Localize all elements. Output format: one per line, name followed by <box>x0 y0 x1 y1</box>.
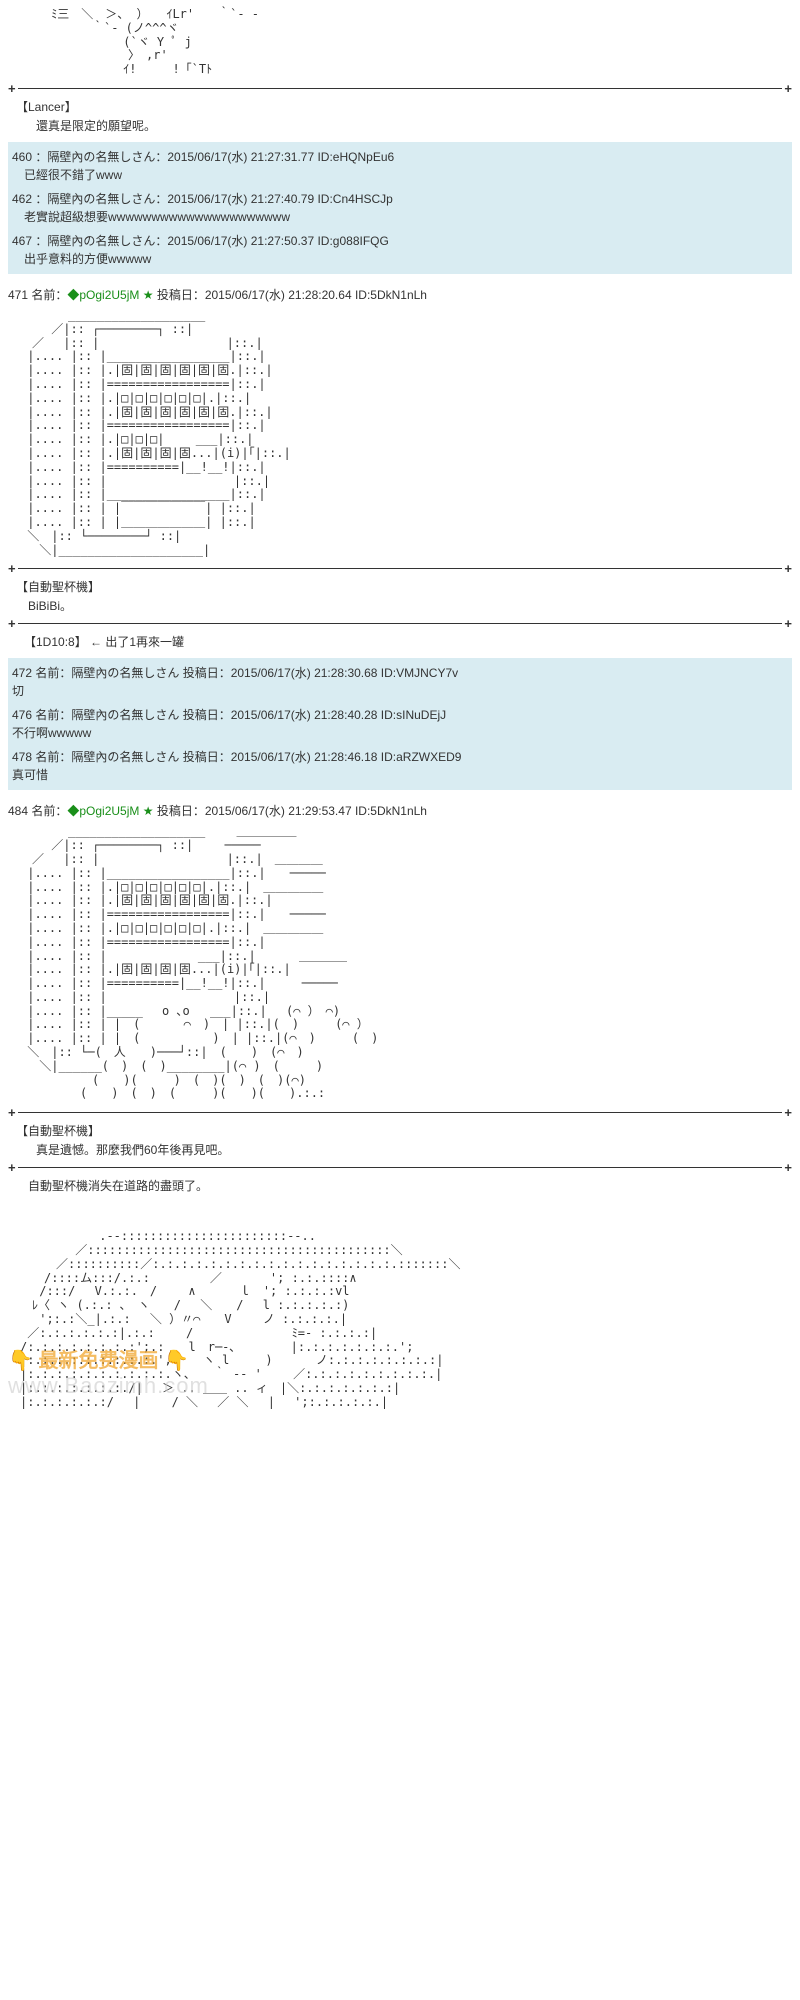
post-header: 471 名前：◆pOgi2U5jM ★ 投稿日：2015/06/17(水) 21… <box>8 286 792 303</box>
comment-header: 467 ：隔壁內の名無しさん：2015/06/17(水) 21:27:50.37… <box>12 232 788 250</box>
divider: ++ <box>8 1105 792 1120</box>
comment-body: 出乎意料的方便wwwww <box>12 250 788 268</box>
speaker-label: 【Lancer】 <box>16 98 792 115</box>
comment-block: 460 ：隔壁內の名無しさん：2015/06/17(水) 21:27:31.77… <box>8 142 792 274</box>
speaker-label: 【自動聖杯機】 <box>16 578 792 595</box>
post-meta: 投稿日：2015/06/17(水) 21:28:20.64 ID:5DkN1nL… <box>154 288 427 302</box>
divider: ++ <box>8 81 792 96</box>
comment-body: 已經很不錯了www <box>12 166 788 184</box>
comment-header: 478 名前：隔壁內の名無しさん 投稿日：2015/06/17(水) 21:28… <box>12 748 788 766</box>
post-meta: 投稿日：2015/06/17(水) 21:29:53.47 ID:5DkN1nL… <box>154 804 427 818</box>
comment-header: 472 名前：隔壁內の名無しさん 投稿日：2015/06/17(水) 21:28… <box>12 664 788 682</box>
comment: 462 ：隔壁內の名無しさん：2015/06/17(水) 21:27:40.79… <box>12 190 788 226</box>
dice-roll: 【1D10:8】 ← 出了1再來一罐 <box>16 633 792 650</box>
post-number: 471 名前： <box>8 288 67 302</box>
tripcode: ◆pOgi2U5jM <box>67 804 139 818</box>
comment-block: 472 名前：隔壁內の名無しさん 投稿日：2015/06/17(水) 21:28… <box>8 658 792 790</box>
comment: 472 名前：隔壁內の名無しさん 投稿日：2015/06/17(水) 21:28… <box>12 664 788 700</box>
ascii-art-vending-machine-smoke: ___________________ ＿＿＿＿＿ ／|:: ┌────────… <box>8 825 792 1101</box>
divider: ++ <box>8 1160 792 1175</box>
divider: ++ <box>8 561 792 576</box>
comment-header: 476 名前：隔壁內の名無しさん 投稿日：2015/06/17(水) 21:28… <box>12 706 788 724</box>
comment-body: 老實說超級想要wwwwwwwwwwwwwwwwwwwww <box>12 208 788 226</box>
post-header: 484 名前：◆pOgi2U5jM ★ 投稿日：2015/06/17(水) 21… <box>8 802 792 819</box>
star-icon: ★ <box>143 804 154 818</box>
narration-line: 自動聖杯機消失在道路的盡頭了。 <box>16 1177 792 1194</box>
comment-body: 不行啊wwwww <box>12 724 788 742</box>
star-icon: ★ <box>143 288 154 302</box>
comment: 460 ：隔壁內の名無しさん：2015/06/17(水) 21:27:31.77… <box>12 148 788 184</box>
dialogue-line: 真是遺憾。那麼我們60年後再見吧。 <box>16 1141 792 1158</box>
comment: 478 名前：隔壁內の名無しさん 投稿日：2015/06/17(水) 21:28… <box>12 748 788 784</box>
tripcode: ◆pOgi2U5jM <box>67 288 139 302</box>
ascii-art-face: .-‐:::::::::::::::::::::::‐-.. ／::::::::… <box>8 1230 792 1409</box>
comment: 467 ：隔壁內の名無しさん：2015/06/17(水) 21:27:50.37… <box>12 232 788 268</box>
comment-header: 460 ：隔壁內の名無しさん：2015/06/17(水) 21:27:31.77… <box>12 148 788 166</box>
post-number: 484 名前： <box>8 804 67 818</box>
comment-body: 真可惜 <box>12 766 788 784</box>
speaker-label: 【自動聖杯機】 <box>16 1122 792 1139</box>
dialogue-line: 還真是限定的願望呢。 <box>16 117 792 134</box>
ascii-art-vending-machine: ___________________ ／|:: ┌────────┐ ::| … <box>8 309 792 557</box>
comment-header: 462 ：隔壁內の名無しさん：2015/06/17(水) 21:27:40.79… <box>12 190 788 208</box>
comment: 476 名前：隔壁內の名無しさん 投稿日：2015/06/17(水) 21:28… <box>12 706 788 742</box>
comment-body: 切 <box>12 682 788 700</box>
ascii-art-character: ﾐ三 ＼ ＞、 ） ｲLr' ｀`‐ ‐ ｀`‐ (ノ^^^ヾ (`ヾ Y ﾟ … <box>8 8 792 77</box>
dialogue-line: BiBiBi。 <box>16 597 792 614</box>
divider: ++ <box>8 616 792 631</box>
